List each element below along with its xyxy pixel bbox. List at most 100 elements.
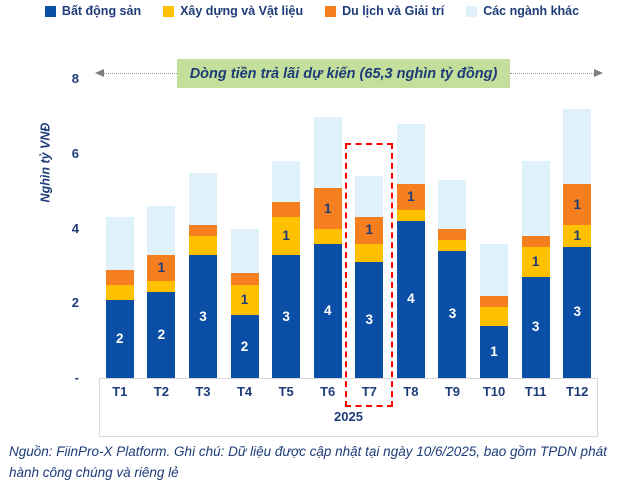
bar-value-label: 4	[407, 291, 415, 307]
bar-segment	[480, 243, 509, 296]
bar-segment	[188, 172, 217, 225]
bar-segment	[396, 209, 425, 222]
x-tick-label: T5	[278, 384, 294, 399]
bar-segment	[188, 224, 217, 237]
bar-segment	[563, 224, 592, 248]
y-tick-label: -	[74, 370, 79, 385]
legend: Bất động sản Xây dựng và Vật liệu Du lịch …	[0, 0, 624, 22]
left-arrow-icon	[95, 69, 104, 77]
bar-value-label: 1	[157, 259, 166, 275]
x-tick-label: T8	[403, 384, 419, 399]
bar-segment	[480, 307, 509, 326]
bar-segment	[230, 284, 259, 315]
bar-segment	[147, 280, 176, 293]
bar-value-label: 2	[157, 327, 166, 343]
bar-segment	[188, 254, 217, 378]
bar-segment	[521, 247, 550, 278]
bar-segment	[272, 202, 301, 218]
x-tick-label: T7	[361, 384, 377, 399]
bar-value-label: 2	[240, 338, 249, 354]
bar-value-label: 1	[573, 196, 581, 212]
y-axis-title: Nghìn tỷ VNĐ	[38, 122, 53, 203]
bar-value-label: 1	[531, 254, 540, 270]
x-tick-label: T11	[524, 384, 547, 399]
bar-segment	[563, 183, 592, 225]
legend-label: Các ngành khác	[483, 4, 580, 18]
bar-segment	[105, 217, 134, 270]
bar-segment	[438, 251, 467, 378]
legend-item: Du lịch và Giải trí	[325, 4, 444, 18]
bar-segment	[313, 116, 342, 188]
bar-segment	[188, 236, 217, 255]
x-tick-label: T6	[320, 384, 336, 399]
legend-label: Du lịch và Giải trí	[342, 4, 445, 18]
highlight-box-t7	[345, 143, 394, 407]
bar-segment	[521, 277, 550, 378]
bar-segment	[147, 254, 176, 281]
bar-value-label: 1	[240, 291, 249, 307]
bar-segment	[396, 124, 425, 184]
bar-segment	[355, 262, 384, 378]
bar-value-label: 1	[407, 188, 415, 204]
left-dashed-arrow-line	[104, 73, 177, 74]
bar-segment	[521, 236, 550, 248]
bar-segment	[147, 206, 176, 255]
y-tick-label: 4	[71, 220, 79, 236]
legend-label: Xây dựng và Vật liệu	[180, 4, 304, 18]
category-axis-box	[99, 378, 598, 437]
bar-value-label: 1	[365, 222, 374, 238]
x-tick-label: T4	[236, 384, 253, 399]
bar-segment	[272, 217, 301, 255]
bar-segment	[313, 187, 342, 229]
x-tick-label: T9	[444, 384, 461, 399]
bar-value-label: 1	[282, 228, 290, 244]
bar-segment	[230, 314, 259, 378]
legend-item: Bất động sản	[44, 4, 142, 18]
legend-swatch-icon	[325, 5, 337, 17]
right-arrow-icon	[594, 69, 603, 77]
bar-value-label: 3	[199, 308, 207, 324]
year-label: 2025	[334, 409, 363, 424]
right-dashed-arrow-line	[510, 73, 594, 74]
bar-segment	[313, 243, 342, 378]
bar-segment	[480, 295, 509, 308]
bar-value-label: 3	[573, 304, 581, 320]
bar-segment	[313, 228, 342, 244]
y-tick-label: 8	[71, 71, 79, 87]
x-tick-label: T1	[112, 384, 128, 399]
bar-segment	[355, 176, 384, 218]
legend-swatch-icon	[44, 5, 56, 17]
bar-value-label: 1	[323, 200, 332, 216]
legend-item: Xây dựng và Vật liệu	[163, 4, 303, 18]
bar-value-label: 2	[116, 330, 124, 346]
bar-segment	[147, 292, 176, 378]
bar-value-label: 3	[448, 306, 457, 321]
bar-segment	[563, 247, 592, 378]
x-tick-label: T2	[153, 384, 169, 399]
bar-value-label: 4	[323, 302, 332, 318]
bar-segment	[396, 221, 425, 378]
bar-segment	[396, 183, 425, 210]
title-banner: Dòng tiền trả lãi dự kiến (65,3 nghìn tỷ…	[177, 59, 510, 88]
bar-value-label: 3	[365, 312, 374, 328]
bar-segment	[355, 217, 384, 244]
legend-swatch-icon	[466, 5, 478, 17]
legend-label: Bất động sản	[61, 4, 142, 18]
legend-swatch-icon	[163, 5, 175, 17]
legend-item: Các ngành khác	[466, 4, 579, 18]
bar-value-label: 3	[531, 319, 540, 335]
bar-value-label: 1	[490, 343, 498, 359]
y-tick-label: 2	[71, 295, 79, 311]
x-tick-label: T12	[565, 384, 589, 399]
bar-segment	[438, 228, 467, 240]
bar-segment	[438, 180, 467, 229]
bar-segment	[105, 299, 134, 378]
y-tick-label: 6	[71, 145, 79, 161]
bar-segment	[230, 273, 259, 285]
bar-segment	[272, 254, 301, 378]
bar-segment	[480, 325, 509, 378]
bar-segment	[355, 243, 384, 263]
x-tick-label: T3	[195, 384, 211, 399]
source-note: Nguồn: FiinPro-X Platform. Ghi chú: Dữ l…	[9, 444, 607, 480]
